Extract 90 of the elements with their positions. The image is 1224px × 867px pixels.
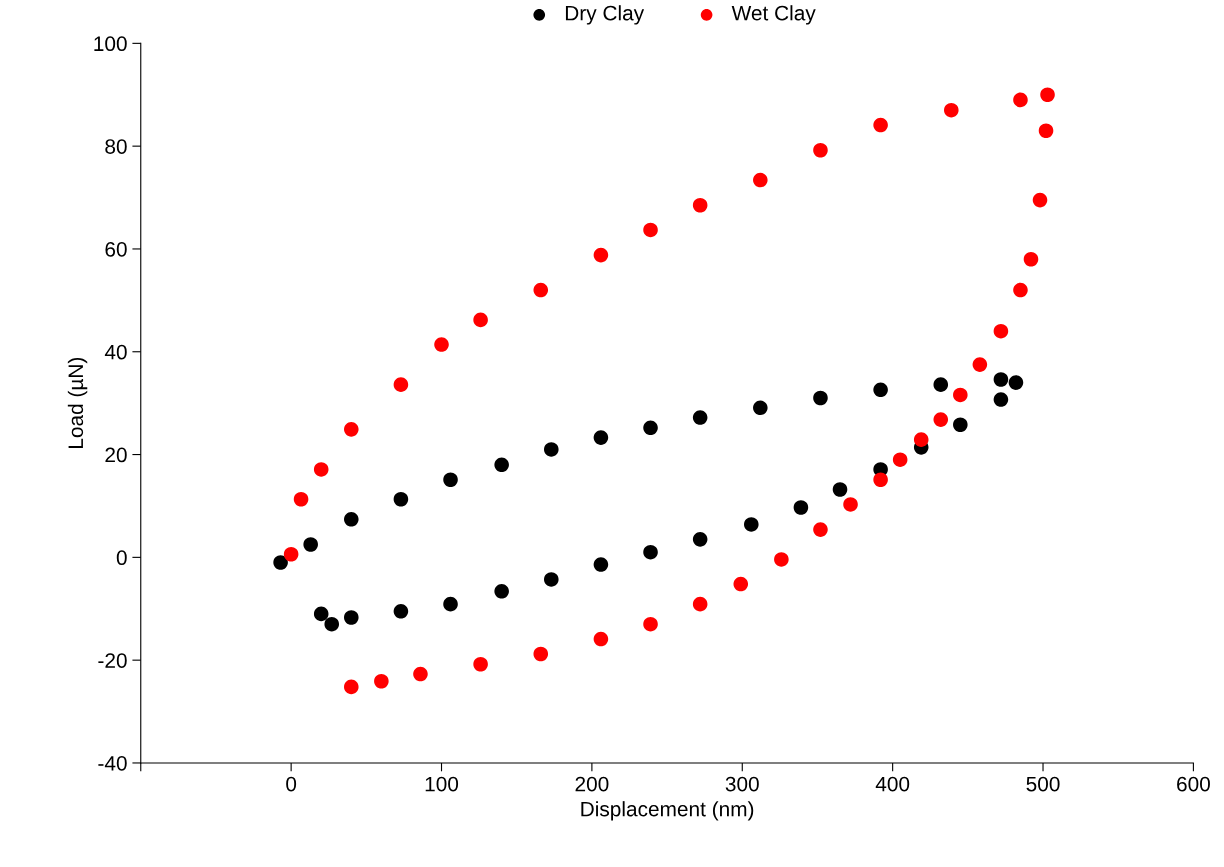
point: [993, 392, 1009, 407]
point: [873, 472, 888, 488]
point: [303, 537, 318, 552]
point: [643, 222, 658, 238]
point: [832, 482, 848, 497]
point: [473, 312, 488, 328]
point: [344, 679, 359, 695]
point: [393, 377, 409, 392]
point: [544, 442, 559, 457]
point: [443, 596, 458, 612]
y-tick-label: 20: [105, 447, 127, 463]
point: [733, 576, 749, 592]
point: [443, 472, 458, 488]
x-tick-label: 600: [1177, 776, 1210, 792]
x-tick-label: 200: [575, 776, 609, 792]
y-tick-label: 60: [105, 241, 127, 257]
point: [753, 172, 768, 188]
point: [643, 616, 658, 632]
point: [273, 555, 288, 570]
point: [913, 432, 929, 447]
point: [1013, 282, 1028, 298]
point: [593, 247, 609, 263]
point: [643, 544, 658, 560]
y-tick-label: 100: [94, 36, 127, 52]
point: [1013, 92, 1028, 108]
point: [1008, 375, 1024, 390]
y-tick-label: 0: [116, 550, 127, 566]
point: [593, 557, 609, 572]
point: [533, 646, 549, 662]
x-tick-label: 300: [725, 776, 759, 792]
y-tick-label: 40: [104, 344, 127, 360]
point: [953, 417, 968, 433]
point: [313, 606, 329, 622]
point: [873, 117, 888, 133]
legend-label: Dry Clay: [565, 5, 645, 25]
point: [494, 584, 509, 599]
point: [533, 282, 549, 298]
point: [892, 452, 908, 467]
y-axis-title: Load (µN): [67, 357, 88, 448]
point: [933, 377, 949, 392]
x-tick-label: 400: [875, 776, 910, 792]
x-tick-label: 100: [425, 776, 459, 792]
point: [793, 500, 809, 515]
point: [692, 532, 708, 547]
point: [692, 410, 708, 425]
point: [494, 457, 509, 473]
point: [692, 197, 708, 213]
point: [813, 390, 828, 406]
point: [293, 491, 309, 507]
x-tick-label: 500: [1026, 776, 1060, 792]
point: [283, 546, 299, 562]
point: [944, 102, 959, 118]
x-axis-title: Displacement (nm): [581, 801, 754, 821]
y-tick-label: 80: [105, 139, 127, 154]
point: [324, 616, 340, 632]
point: [873, 382, 888, 398]
point: [393, 604, 409, 619]
point: [933, 412, 949, 427]
point: [692, 596, 708, 612]
point: [643, 420, 658, 436]
point: [393, 491, 409, 507]
point: [744, 517, 759, 532]
point: [993, 323, 1009, 339]
y-tick-label: -40: [98, 755, 127, 771]
point: [1038, 123, 1054, 139]
point: [313, 462, 329, 477]
point: [1023, 251, 1039, 267]
point: [593, 430, 609, 445]
point: [993, 372, 1009, 387]
point: [774, 552, 789, 567]
point: [1032, 192, 1048, 208]
point: [1040, 87, 1055, 103]
point: [813, 522, 828, 537]
point: [413, 666, 428, 682]
point: [374, 673, 389, 689]
point: [593, 631, 609, 647]
point: [813, 142, 828, 158]
legend-label: Wet Clay: [731, 5, 816, 25]
point: [344, 422, 359, 437]
point: [544, 572, 559, 587]
point: [473, 656, 488, 672]
point: [434, 337, 449, 352]
point: [843, 497, 858, 512]
point: [753, 400, 768, 416]
point: [344, 512, 359, 527]
point: [972, 357, 988, 372]
point: [344, 610, 359, 625]
x-tick-label: 0: [286, 776, 297, 792]
y-tick-label: -20: [98, 653, 127, 668]
point: [953, 387, 968, 403]
